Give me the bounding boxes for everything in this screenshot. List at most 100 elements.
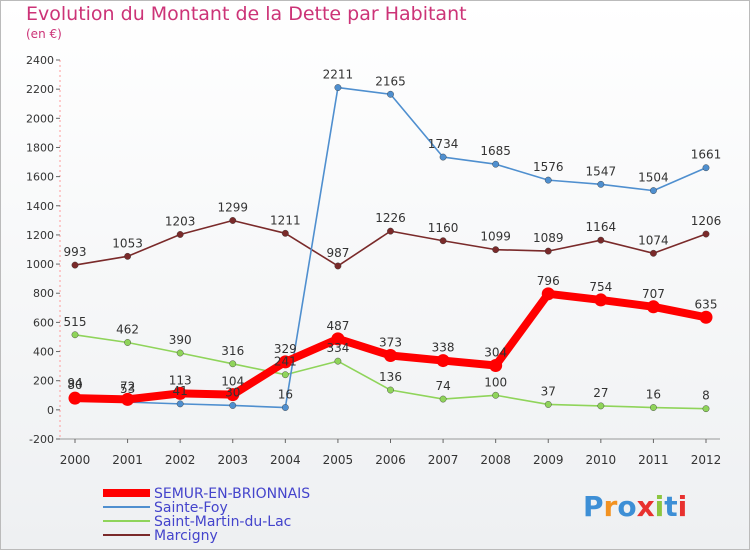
data-point [121, 392, 135, 406]
data-point [646, 300, 660, 314]
data-label: 796 [537, 274, 560, 288]
y-tick-label: 800 [33, 287, 54, 300]
data-label: 1734 [428, 137, 459, 151]
data-point [544, 401, 552, 408]
x-tick-label: 2005 [323, 453, 354, 467]
legend-entry: Saint-Martin-du-Lac [154, 514, 291, 530]
data-label: 1226 [375, 211, 406, 225]
y-tick-label: 1200 [26, 229, 54, 242]
y-tick-label: 0 [47, 404, 54, 417]
data-label: 1661 [691, 148, 722, 162]
data-label: 241 [274, 355, 297, 369]
data-point [597, 180, 605, 188]
data-point [544, 247, 552, 255]
data-label: 390 [169, 333, 192, 347]
proxiti-logo: Proxiti [583, 490, 687, 523]
data-point [229, 402, 237, 409]
x-tick-label: 2009 [533, 453, 564, 467]
data-label: 1211 [270, 213, 301, 227]
data-point [229, 360, 237, 368]
x-tick-label: 2003 [217, 453, 248, 467]
data-point [124, 252, 131, 260]
data-label: 104 [221, 375, 244, 389]
data-point [278, 355, 292, 369]
data-label: 1089 [533, 231, 564, 245]
data-point [68, 391, 82, 405]
y-tick-label: 2400 [26, 54, 54, 67]
data-label: 100 [484, 375, 507, 389]
data-label: 80 [67, 378, 82, 392]
data-label: 707 [642, 287, 665, 301]
data-label: 30 [225, 385, 240, 399]
data-point [492, 391, 500, 399]
data-point [387, 227, 394, 235]
axes: -200 0 200 400 600 800 1000 1200 1400 1600 1800 200… [26, 54, 721, 467]
data-point [173, 386, 187, 400]
data-point [334, 357, 342, 365]
data-label: 72 [120, 379, 135, 393]
data-point [331, 332, 345, 346]
data-point [71, 261, 79, 269]
data-label: 136 [379, 370, 402, 384]
series-layer [68, 84, 713, 413]
y-tick-label: 2200 [26, 83, 54, 96]
data-label: 1160 [428, 221, 459, 235]
data-label: 16 [646, 388, 661, 402]
y-tick-label: 2000 [26, 112, 54, 125]
data-point [71, 331, 79, 339]
x-tick-label: 2002 [165, 453, 196, 467]
data-label: 338 [432, 341, 455, 355]
data-label: 316 [221, 344, 244, 358]
data-point [334, 84, 342, 91]
data-label: 1547 [586, 164, 617, 178]
data-label: 1074 [638, 233, 669, 247]
data-label: 113 [169, 373, 192, 387]
x-tick-label: 2004 [270, 453, 301, 467]
data-label: 53 [120, 382, 135, 396]
data-point [597, 236, 605, 244]
data-point [176, 400, 184, 408]
data-label: 462 [116, 323, 139, 337]
data-point [124, 339, 131, 346]
data-point [387, 90, 394, 98]
data-label: 1576 [533, 160, 564, 174]
y-tick-label: 600 [33, 316, 54, 329]
data-point [702, 164, 710, 172]
data-point [544, 176, 552, 184]
data-label: 8 [702, 389, 710, 403]
data-label: 1685 [480, 144, 511, 158]
data-point [699, 310, 713, 324]
data-point [334, 262, 342, 270]
data-label: 37 [541, 384, 556, 398]
data-point [702, 230, 710, 238]
data-point [650, 249, 657, 257]
data-label: 94 [67, 376, 82, 390]
y-tick-label: 1800 [26, 141, 54, 154]
data-point [594, 293, 608, 307]
data-label: 41 [173, 384, 188, 398]
y-tick-label: 200 [33, 375, 54, 388]
data-label: 1206 [691, 214, 722, 228]
data-point [439, 395, 447, 403]
data-label: 27 [593, 386, 608, 400]
data-label: 329 [274, 342, 297, 356]
y-tick-label: -200 [29, 433, 54, 446]
data-label: 2211 [323, 68, 354, 82]
data-label: 2165 [375, 74, 406, 88]
data-point [387, 386, 394, 394]
data-point [436, 354, 450, 368]
data-point [176, 231, 184, 238]
data-point [229, 217, 237, 224]
legend: SEMUR-EN-BRIONNAISSainte-FoySaint-Martin… [103, 486, 310, 544]
legend-entry: SEMUR-EN-BRIONNAIS [154, 486, 310, 502]
data-label: 1203 [165, 214, 196, 228]
data-label: 304 [484, 346, 507, 360]
data-point [492, 246, 500, 254]
data-point [281, 371, 289, 379]
data-label: 334 [326, 341, 349, 355]
x-tick-label: 2006 [375, 453, 406, 467]
data-label: 1053 [112, 236, 143, 250]
x-tick-label: 2010 [586, 453, 617, 467]
data-point [226, 388, 240, 402]
x-tick-label: 2008 [480, 453, 511, 467]
